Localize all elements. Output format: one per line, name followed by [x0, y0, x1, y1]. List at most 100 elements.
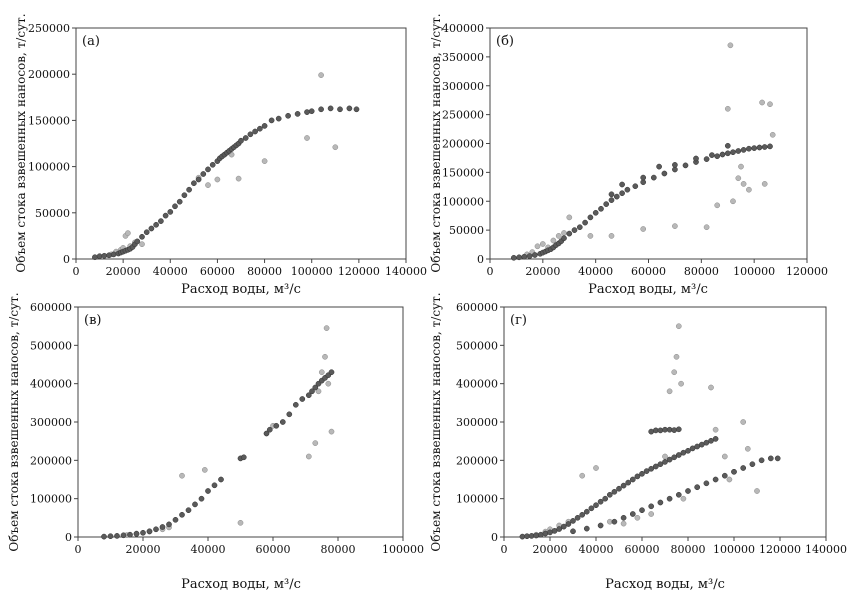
y-axis-label: Объем стока взвешенных наносов, т/сут. — [429, 13, 443, 272]
y-tick-label: 200000 — [442, 138, 484, 151]
data-point — [682, 162, 689, 169]
data-point — [724, 142, 731, 149]
data-point — [650, 174, 657, 181]
data-point — [582, 219, 588, 226]
data-point — [709, 152, 715, 158]
x-tick-label: 80000 — [684, 265, 719, 278]
data-point — [510, 254, 517, 261]
data-point — [730, 198, 736, 205]
data-point — [205, 166, 211, 173]
data-point — [146, 528, 153, 535]
y-tick-label: 100000 — [456, 493, 498, 506]
y-tick-label: 100000 — [28, 161, 70, 174]
axis-ticks: 0 20000 40000 60000 80000 100000 0 100000 200000… — [30, 301, 424, 556]
data-point — [286, 411, 293, 418]
data-point — [592, 209, 599, 216]
y-tick-label: 500000 — [456, 339, 498, 352]
data-point — [721, 472, 728, 479]
data-point — [593, 465, 599, 471]
data-point — [675, 426, 682, 433]
data-point — [583, 525, 590, 532]
data-point — [323, 325, 330, 331]
data-point — [620, 482, 627, 489]
y-tick-label: 300000 — [442, 80, 484, 93]
data-point — [305, 453, 312, 460]
data-point — [205, 488, 211, 494]
data-point — [597, 498, 604, 505]
data-point — [566, 230, 573, 237]
data-point — [107, 533, 114, 540]
data-point — [662, 459, 668, 465]
data-point — [675, 491, 682, 498]
data-point — [242, 135, 249, 141]
y-tick-label: 250000 — [28, 22, 70, 35]
data-point — [606, 491, 613, 498]
data-point — [240, 454, 247, 461]
data-point — [671, 454, 678, 461]
data-points — [510, 42, 776, 261]
data-point — [680, 495, 687, 502]
data-point — [662, 453, 668, 460]
data-point — [159, 524, 166, 530]
chart-panel-d: (г) 0 20000 40000 60000 80000 100000 120000 140… — [429, 292, 847, 592]
y-tick-label: 0 — [65, 531, 72, 544]
data-point — [185, 507, 192, 514]
data-point — [767, 455, 774, 462]
data-point — [769, 131, 776, 138]
data-point — [134, 238, 141, 245]
data-point — [730, 149, 736, 156]
data-point — [661, 170, 668, 177]
data-point — [550, 237, 557, 244]
data-point — [714, 153, 721, 160]
data-point — [648, 465, 655, 472]
x-axis-label: Расход воды, м³/с — [181, 282, 301, 297]
x-tick-label: 0 — [487, 265, 494, 278]
y-tick-label: 400000 — [442, 22, 484, 35]
x-tick-label: 20000 — [525, 265, 560, 278]
x-tick-label: 80000 — [247, 265, 282, 278]
data-point — [279, 419, 286, 425]
data-point — [191, 180, 197, 187]
data-point — [598, 205, 604, 212]
y-tick-label: 0 — [491, 531, 498, 544]
data-point — [305, 392, 312, 399]
panel-label: (г) — [510, 313, 527, 328]
data-point — [583, 508, 590, 515]
data-point — [238, 137, 244, 144]
data-point — [761, 181, 768, 187]
chart-panel-b: (б) 0 20000 40000 60000 80000 100000 120000 0 50… — [429, 13, 828, 297]
data-point — [675, 452, 682, 458]
data-point — [235, 175, 242, 182]
data-point — [672, 223, 678, 229]
data-point — [218, 476, 224, 483]
data-point — [304, 109, 310, 115]
data-point — [685, 488, 691, 494]
data-point — [761, 144, 768, 150]
data-point — [192, 501, 198, 508]
x-tick-label: 0 — [501, 543, 508, 556]
data-point — [309, 388, 315, 395]
data-point — [315, 388, 322, 395]
data-point — [166, 521, 172, 528]
data-point — [616, 485, 622, 492]
data-point — [632, 183, 639, 190]
y-tick-label: 300000 — [456, 416, 498, 429]
x-axis-label: Расход воды, м³/с — [605, 577, 725, 592]
x-tick-label: 140000 — [385, 265, 427, 278]
data-point — [539, 241, 546, 247]
data-point — [703, 224, 710, 231]
x-tick-label: 60000 — [631, 265, 666, 278]
axis-ticks: 0 20000 40000 60000 80000 100000 120000 140000 0… — [28, 22, 427, 278]
data-point — [318, 72, 324, 78]
data-point — [619, 181, 625, 188]
data-point — [304, 135, 310, 141]
data-point — [101, 533, 107, 540]
x-tick-label: 0 — [75, 543, 82, 556]
data-point — [179, 511, 185, 518]
data-point — [263, 430, 270, 437]
data-point — [608, 197, 615, 203]
data-point — [703, 480, 710, 487]
data-point — [328, 369, 335, 376]
data-point — [337, 106, 343, 113]
data-point — [648, 503, 655, 510]
